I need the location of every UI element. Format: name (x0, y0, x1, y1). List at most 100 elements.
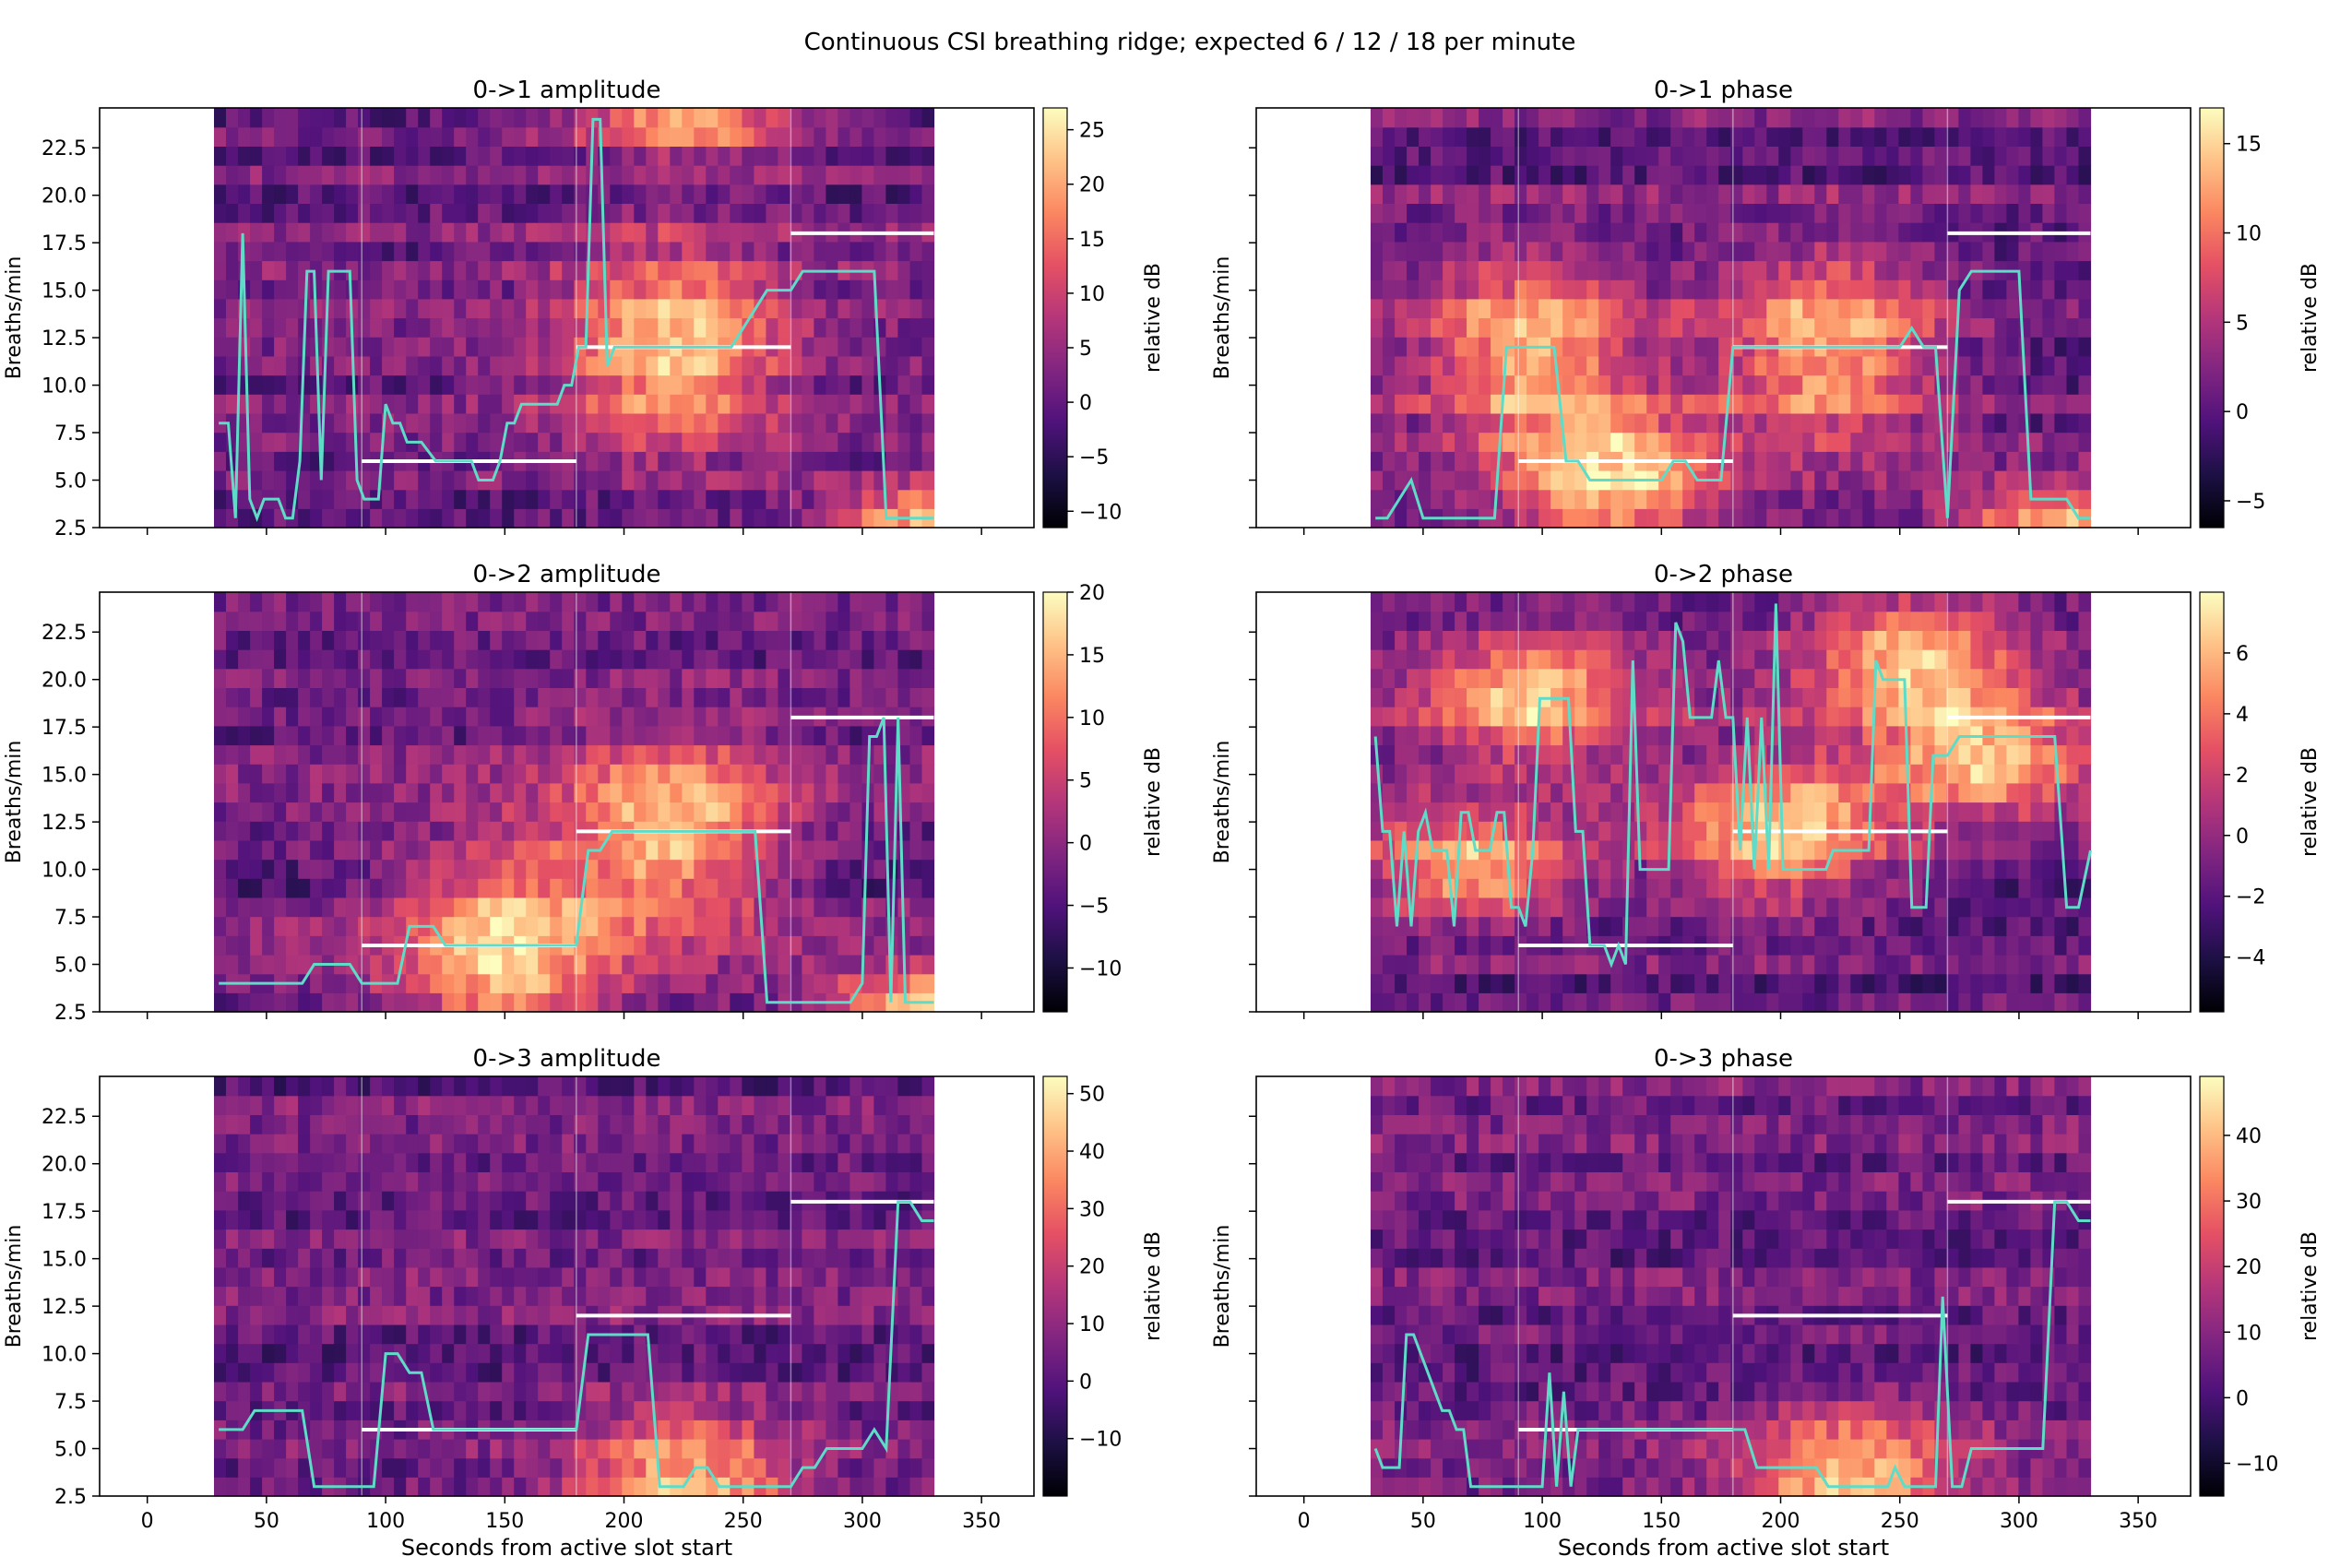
heatmap-cell (658, 146, 671, 166)
heatmap-cell (1814, 744, 1827, 765)
heatmap-cell (658, 611, 671, 631)
heatmap-cell (1730, 279, 1743, 300)
heatmap-cell (2078, 260, 2092, 280)
heatmap-cell (214, 146, 227, 166)
heatmap-cell (790, 184, 802, 204)
heatmap-cell (718, 508, 731, 529)
heatmap-cell (538, 146, 551, 166)
heatmap-cell (1479, 859, 1491, 879)
heatmap-cell (837, 668, 850, 688)
heatmap-cell (1970, 374, 1983, 395)
heatmap-cell (634, 412, 647, 434)
heatmap-cell (1383, 241, 1396, 262)
heatmap-cell (226, 374, 239, 395)
heatmap-cell (1934, 992, 1947, 1013)
heatmap-cell (586, 108, 599, 128)
heatmap-cell (634, 374, 647, 395)
heatmap-cell (897, 839, 910, 861)
heatmap-cell (1491, 108, 1503, 128)
heatmap-cell (406, 317, 419, 338)
heatmap-cell (2030, 839, 2043, 861)
heatmap-cell (1982, 165, 1995, 185)
heatmap-cell (622, 897, 635, 918)
heatmap-cell (562, 630, 575, 650)
heatmap-cell (778, 955, 790, 975)
heatmap-cell (1862, 241, 1875, 262)
heatmap-cell (502, 508, 515, 529)
heatmap-cell (646, 260, 659, 280)
heatmap-cell (670, 298, 683, 319)
heatmap-cell (214, 744, 227, 765)
heatmap-cell (1503, 317, 1515, 338)
heatmap-cell (262, 935, 275, 956)
heatmap-cell (754, 630, 766, 650)
heatmap-cell (802, 355, 814, 376)
heatmap-cell (358, 241, 371, 262)
heatmap-cell (1407, 126, 1420, 147)
heatmap-cell (873, 782, 886, 803)
heatmap-cell (861, 165, 874, 185)
heatmap-cell (1970, 355, 1983, 376)
heatmap-cell (622, 279, 635, 300)
heatmap-cell (754, 649, 766, 670)
heatmap-cell (394, 337, 407, 357)
heatmap-cell (418, 839, 431, 861)
heatmap-cell (562, 687, 575, 707)
heatmap-cell (1886, 298, 1899, 319)
heatmap-cell (550, 317, 563, 338)
heatmap-cell (334, 992, 347, 1013)
heatmap-cell (1682, 203, 1695, 223)
heatmap-cell (1610, 878, 1623, 898)
panel-title: 0->1 amplitude (473, 77, 661, 104)
heatmap-cell (861, 374, 874, 395)
heatmap-cell (442, 725, 455, 746)
heatmap-cell (1970, 782, 1983, 803)
heatmap-cell (2078, 108, 2092, 128)
heatmap-cell (873, 489, 886, 509)
heatmap-cell (897, 668, 910, 688)
heatmap-cell (514, 707, 527, 727)
heatmap-cell (1718, 764, 1731, 784)
heatmap-cell (286, 355, 299, 376)
heatmap-cell (706, 782, 719, 803)
heatmap-cell (885, 668, 898, 688)
heatmap-cell (286, 146, 299, 166)
heatmap-cell (1862, 203, 1875, 223)
heatmap-cell (1802, 203, 1815, 223)
heatmap-cell (1934, 916, 1947, 936)
heatmap-cell (550, 687, 563, 707)
heatmap-cell (646, 630, 659, 650)
heatmap-cell (310, 839, 323, 861)
heatmap-cell (2078, 374, 2092, 395)
heatmap-cell (334, 859, 347, 879)
heatmap-cell (454, 725, 467, 746)
heatmap-cell (454, 184, 467, 204)
heatmap-cell (610, 744, 623, 765)
heatmap-cell (322, 412, 335, 434)
heatmap-cell (310, 470, 323, 491)
heatmap-cell (1419, 222, 1431, 243)
heatmap-cell (1586, 337, 1599, 357)
heatmap-cell (718, 649, 731, 670)
heatmap-cell (718, 412, 731, 434)
heatmap-cell (670, 611, 683, 631)
heatmap-cell (1718, 203, 1731, 223)
heatmap-cell (1934, 165, 1947, 185)
heatmap-cell (909, 203, 923, 223)
heatmap-cell (1443, 222, 1455, 243)
heatmap-cell (622, 878, 635, 898)
heatmap-cell (1670, 897, 1683, 918)
heatmap-cell (538, 668, 551, 688)
heatmap-cell (1874, 203, 1887, 223)
heatmap-cell (1491, 260, 1503, 280)
heatmap-cell (406, 802, 419, 822)
heatmap-cell (2078, 935, 2092, 956)
heatmap-cell (694, 668, 707, 688)
heatmap-cell (1395, 222, 1408, 243)
heatmap-cell (754, 374, 766, 395)
heatmap-cell (1610, 432, 1623, 452)
heatmap-cell (742, 782, 754, 803)
heatmap-cell (1419, 955, 1431, 975)
heatmap-cell (1467, 165, 1479, 185)
heatmap-cell (394, 241, 407, 262)
